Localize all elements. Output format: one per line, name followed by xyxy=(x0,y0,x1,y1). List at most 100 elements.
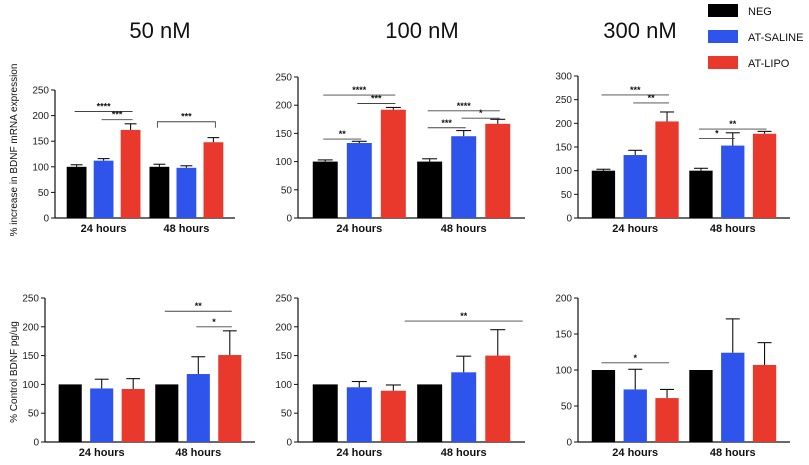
y-tick-label: 100 xyxy=(555,366,572,377)
bar-at-lipo-1 xyxy=(752,364,777,442)
y-tick-label: 0 xyxy=(43,214,49,225)
category-label: 48 hours xyxy=(175,447,221,459)
y-tick-label: 0 xyxy=(286,214,292,225)
bar-neg-1 xyxy=(689,170,713,218)
y-tick-label: 300 xyxy=(555,72,572,83)
panel-1-1: 0 50 100 150 200 250 24 hours 48 hours ** xyxy=(275,294,525,459)
significance-label: ** xyxy=(460,311,468,321)
bar-neg-0 xyxy=(312,161,338,218)
title-50nm: 50 nM xyxy=(129,18,190,43)
bar-at-saline-0 xyxy=(90,388,114,442)
category-label: 48 hours xyxy=(710,223,756,235)
category-label: 48 hours xyxy=(163,223,209,235)
y-tick-label: 100 xyxy=(32,162,49,173)
significance-label: **** xyxy=(457,101,472,111)
bar-at-saline-1 xyxy=(176,167,197,218)
y-tick-label: 150 xyxy=(275,129,292,140)
bar-neg-1 xyxy=(155,384,179,442)
category-label: 24 hours xyxy=(612,223,658,235)
y-tick-label: 250 xyxy=(22,294,39,305)
y-tick-label: 100 xyxy=(275,157,292,168)
bar-neg-1 xyxy=(689,370,713,442)
bar-at-saline-1 xyxy=(721,352,745,442)
significance-label: *** xyxy=(630,85,641,95)
category-label: 24 hours xyxy=(79,447,125,459)
y-tick-label: 150 xyxy=(22,351,39,362)
significance-label: **** xyxy=(352,85,367,95)
legend-swatch-at-lipo xyxy=(708,56,738,69)
y-tick-label: 200 xyxy=(555,294,572,305)
legend-label-at-lipo: AT-LIPO xyxy=(748,58,790,70)
significance-label: * xyxy=(633,353,637,363)
y-tick-label: 100 xyxy=(555,166,572,177)
significance-label: **** xyxy=(97,102,112,112)
category-label: 24 hours xyxy=(336,447,382,459)
y-tick-label: 200 xyxy=(22,322,39,333)
significance-label: *** xyxy=(371,94,382,104)
significance-label: ** xyxy=(648,93,656,103)
y-tick-label: 150 xyxy=(555,143,572,154)
bar-at-saline-0 xyxy=(623,389,647,442)
panel-1-2: 0 50 100 150 200 24 hours 48 hours * xyxy=(555,294,790,459)
bar-at-lipo-0 xyxy=(121,389,145,442)
y-tick-label: 50 xyxy=(281,409,293,420)
y-tick-label: 50 xyxy=(38,188,50,199)
y-tick-label: 250 xyxy=(555,95,572,106)
y-tick-label: 150 xyxy=(275,351,292,362)
bar-at-lipo-1 xyxy=(752,133,777,218)
category-label: 24 hours xyxy=(336,223,382,235)
significance-label: ** xyxy=(339,129,347,139)
significance-label: *** xyxy=(181,112,192,122)
legend-swatch-neg xyxy=(708,4,738,17)
significance-label: * xyxy=(212,317,216,327)
y-tick-label: 200 xyxy=(32,111,49,122)
category-label: 24 hours xyxy=(612,447,658,459)
bar-at-lipo-0 xyxy=(655,398,679,442)
bar-at-lipo-1 xyxy=(485,123,511,218)
ylabel-protein: % Control BDNF pg/ug xyxy=(9,321,20,423)
bar-neg-0 xyxy=(312,384,338,442)
y-tick-label: 200 xyxy=(555,119,572,130)
significance-label: ** xyxy=(729,119,737,129)
bar-neg-1 xyxy=(417,384,443,442)
significance-bracket xyxy=(156,121,216,128)
y-tick-label: 100 xyxy=(22,380,39,391)
bar-at-saline-0 xyxy=(346,387,372,442)
y-tick-label: 0 xyxy=(286,438,292,449)
y-tick-label: 250 xyxy=(275,73,292,84)
bar-neg-0 xyxy=(58,384,82,442)
significance-label: *** xyxy=(441,118,452,128)
ylabel-mrna: % increase in BDNF mRNA expression xyxy=(9,64,20,237)
legend: NEG AT-SALINE AT-LIPO xyxy=(708,4,803,70)
bar-at-lipo-0 xyxy=(655,121,679,218)
bar-at-saline-1 xyxy=(721,145,745,218)
significance-label: ** xyxy=(195,301,203,311)
y-tick-label: 0 xyxy=(33,438,39,449)
bar-at-saline-1 xyxy=(451,136,477,218)
y-tick-label: 50 xyxy=(281,185,293,196)
y-tick-label: 0 xyxy=(566,214,572,225)
y-tick-label: 250 xyxy=(32,86,49,97)
bar-at-lipo-1 xyxy=(203,142,224,218)
y-tick-label: 0 xyxy=(566,438,572,449)
title-300nm: 300 nM xyxy=(603,18,676,43)
bar-at-lipo-1 xyxy=(218,355,242,442)
bar-at-saline-1 xyxy=(451,372,477,442)
y-tick-label: 50 xyxy=(561,402,573,413)
bar-at-lipo-0 xyxy=(120,129,141,218)
bar-neg-0 xyxy=(591,170,616,218)
category-label: 48 hours xyxy=(441,223,487,235)
bar-at-lipo-0 xyxy=(380,109,406,218)
bar-neg-0 xyxy=(591,370,616,442)
category-label: 48 hours xyxy=(710,447,756,459)
y-tick-label: 250 xyxy=(275,294,292,305)
category-label: 48 hours xyxy=(441,447,487,459)
y-tick-label: 200 xyxy=(275,322,292,333)
title-100nm: 100 nM xyxy=(385,18,458,43)
y-tick-label: 50 xyxy=(561,190,573,201)
